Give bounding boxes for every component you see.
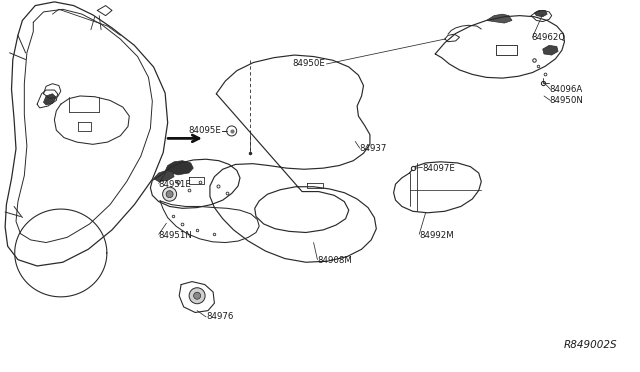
Text: 84950N: 84950N bbox=[549, 96, 583, 105]
Polygon shape bbox=[486, 14, 512, 23]
Text: 84951E: 84951E bbox=[159, 180, 191, 189]
Circle shape bbox=[194, 292, 200, 299]
Text: 84908M: 84908M bbox=[317, 256, 352, 265]
Text: 84962Q: 84962Q bbox=[531, 33, 565, 42]
Text: 84992M: 84992M bbox=[419, 231, 454, 240]
Text: 84951N: 84951N bbox=[159, 231, 193, 240]
Polygon shape bbox=[44, 94, 56, 105]
Polygon shape bbox=[543, 45, 558, 55]
Text: R849002S: R849002S bbox=[564, 340, 618, 350]
Text: 84950E: 84950E bbox=[292, 60, 325, 68]
Text: 84937: 84937 bbox=[360, 144, 387, 153]
Polygon shape bbox=[534, 10, 547, 17]
Polygon shape bbox=[154, 170, 174, 182]
Circle shape bbox=[166, 191, 173, 198]
Circle shape bbox=[227, 126, 237, 136]
Circle shape bbox=[189, 288, 205, 304]
Polygon shape bbox=[165, 161, 193, 175]
Text: 84095E: 84095E bbox=[188, 126, 221, 135]
Circle shape bbox=[163, 187, 177, 201]
Text: 84096A: 84096A bbox=[549, 85, 582, 94]
Text: 84097E: 84097E bbox=[422, 164, 455, 173]
Text: 84976: 84976 bbox=[206, 312, 234, 321]
